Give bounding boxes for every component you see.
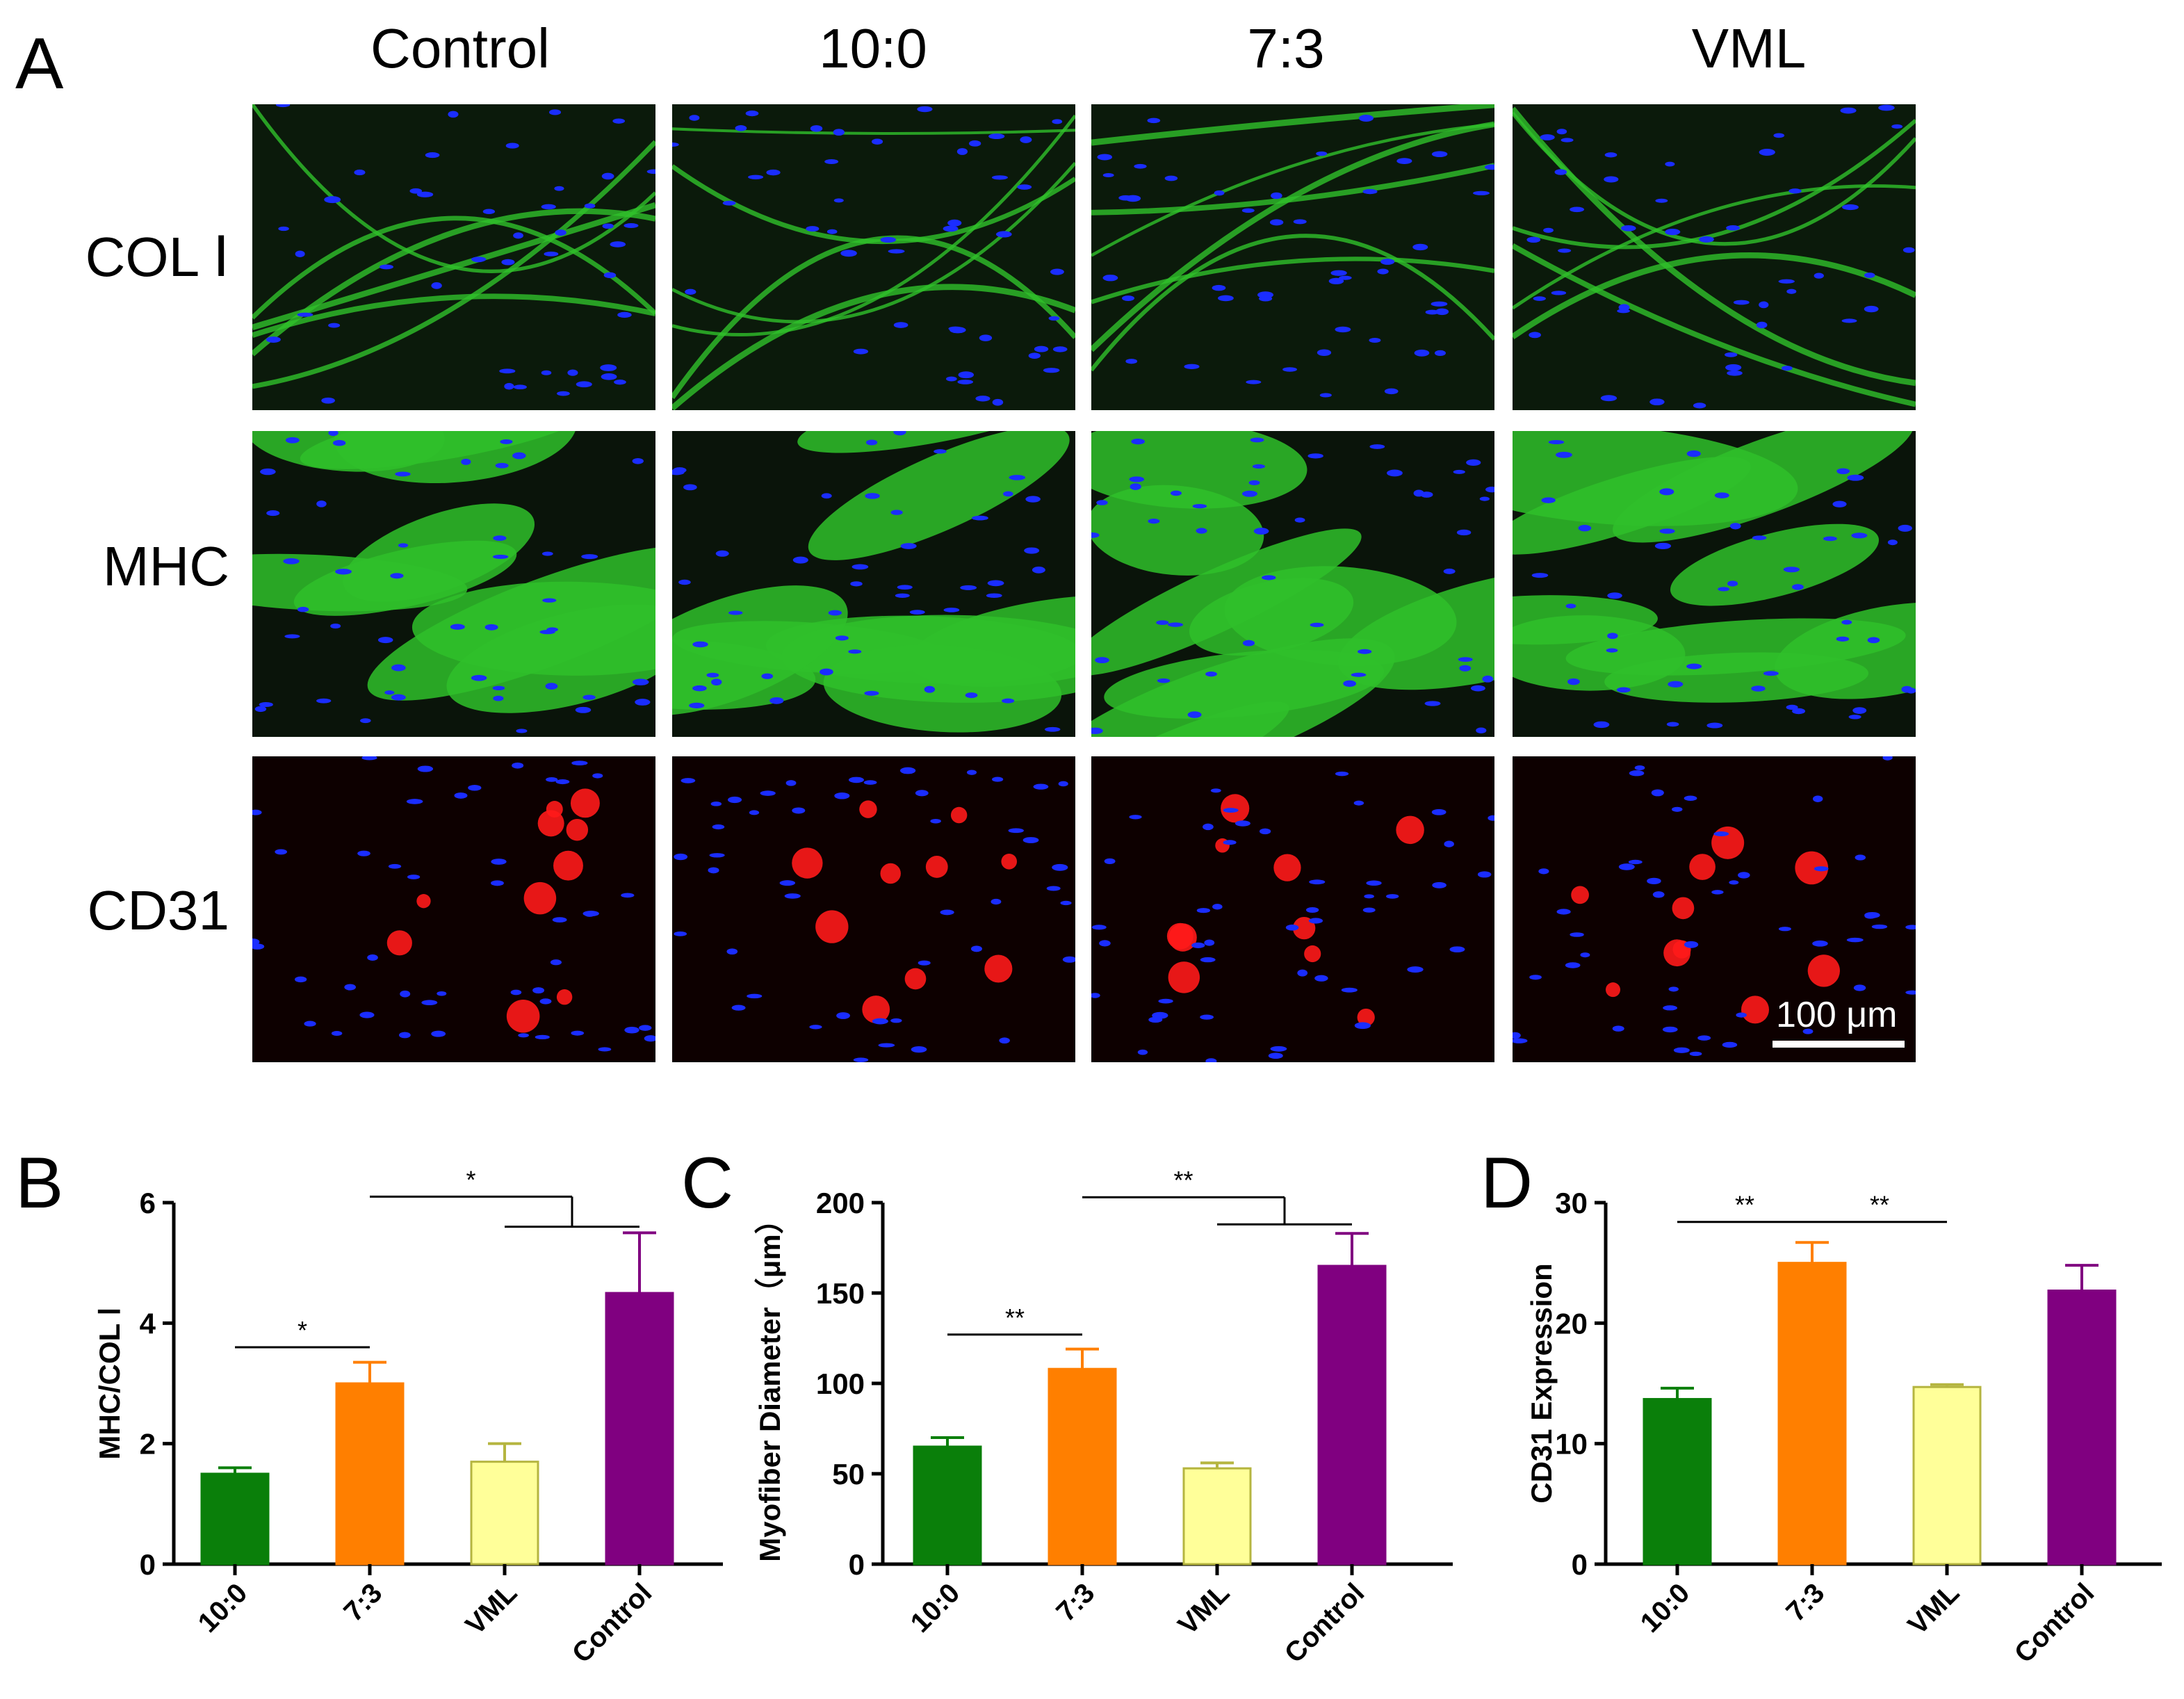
- x-tick-label-10-0: 10:0: [1635, 1577, 1696, 1639]
- y-tick-label: 10: [1555, 1428, 1588, 1461]
- y-axis-label: Myofiber Diameter（μm）: [753, 1205, 786, 1561]
- y-tick-label: 0: [1572, 1548, 1588, 1581]
- y-axis-label: CD31 Expression: [1525, 1263, 1558, 1503]
- x-tick-label-control: Control: [2009, 1577, 2101, 1669]
- micrograph-cd31-control: [252, 756, 655, 1062]
- x-tick-label-7-3: 7:3: [1780, 1577, 1830, 1627]
- y-axis-label: MHC/COL Ⅰ: [93, 1307, 126, 1459]
- micrograph-mhc-10-0: [672, 431, 1075, 737]
- bar-7-3: [1777, 1262, 1847, 1566]
- bar-vml: [470, 1461, 539, 1566]
- panel-letter-a: A: [15, 24, 64, 104]
- row-header-cd31: CD31: [87, 879, 229, 941]
- x-tick-label-control: Control: [567, 1577, 658, 1669]
- column-header-7-3: 7:3: [1247, 17, 1325, 79]
- chart-c-myofiber-diameter: 0 50 100 150 200 Myofiber Diameter（μm） 10:0 7:3…: [753, 1166, 1453, 1669]
- column-header-control: Control: [370, 17, 550, 79]
- bar-control: [605, 1292, 674, 1566]
- significance-label: *: [466, 1165, 475, 1194]
- bar-10-0: [200, 1472, 270, 1566]
- micrograph-col1-vml: [1513, 104, 1916, 410]
- micrograph-col1-7-3: [1091, 104, 1494, 410]
- y-tick-label: 20: [1555, 1307, 1588, 1340]
- bar-vml: [1912, 1385, 1982, 1566]
- row-header-col1: COL Ⅰ: [85, 226, 229, 288]
- y-tick-label: 100: [816, 1367, 865, 1400]
- scale-bar-label: 100 μm: [1776, 995, 1898, 1035]
- row-header-mhc: MHC: [102, 535, 229, 597]
- significance-label: **: [1173, 1166, 1193, 1194]
- bar-control: [1317, 1265, 1387, 1566]
- x-tick-label-7-3: 7:3: [1050, 1577, 1100, 1627]
- significance-label: **: [1005, 1303, 1025, 1332]
- significance-label: **: [1735, 1191, 1754, 1219]
- panel-letter-b: B: [15, 1143, 64, 1224]
- panel-letter-c: C: [681, 1143, 734, 1224]
- scale-bar: [1773, 1041, 1905, 1048]
- column-header-vml: VML: [1691, 17, 1807, 79]
- x-tick-label-10-0: 10:0: [905, 1577, 966, 1639]
- significance-label: *: [298, 1316, 307, 1344]
- micrograph-cd31-vml: [1513, 756, 1916, 1062]
- x-tick-label-10-0: 10:0: [193, 1577, 254, 1639]
- y-tick-label: 0: [140, 1548, 156, 1581]
- chart-b-mhc-col1: 0 2 4 6 MHC/COL Ⅰ 10:0 7:3 VML Control * *: [93, 1165, 723, 1669]
- y-tick-label: 6: [140, 1187, 156, 1219]
- bar-control: [2047, 1290, 2117, 1566]
- bar-7-3: [335, 1382, 405, 1566]
- significance-label: **: [1870, 1191, 1889, 1219]
- bar-10-0: [1643, 1398, 1712, 1566]
- micrograph-cd31-10-0: [672, 756, 1075, 1062]
- micrograph-mhc-control: [252, 431, 655, 737]
- x-tick-label-7-3: 7:3: [338, 1577, 388, 1627]
- bar-vml: [1182, 1467, 1252, 1566]
- y-tick-label: 2: [140, 1428, 156, 1461]
- micrograph-col1-control: [252, 104, 655, 410]
- bar-7-3: [1048, 1367, 1117, 1566]
- y-tick-label: 4: [140, 1307, 156, 1340]
- column-header-10-0: 10:0: [819, 17, 927, 79]
- x-tick-label-vml: VML: [460, 1577, 523, 1641]
- x-tick-label-control: Control: [1279, 1577, 1371, 1669]
- y-tick-label: 150: [816, 1277, 865, 1310]
- y-tick-label: 0: [849, 1548, 865, 1581]
- micrograph-col1-10-0: [672, 104, 1075, 410]
- x-tick-label-vml: VML: [1173, 1577, 1236, 1641]
- micrograph-cd31-7-3: [1091, 756, 1494, 1062]
- micrograph-mhc-vml: [1513, 431, 1916, 737]
- y-tick-label: 50: [832, 1458, 865, 1490]
- panel-letter-d: D: [1481, 1143, 1533, 1224]
- bar-10-0: [913, 1445, 982, 1566]
- micrograph-mhc-7-3: [1091, 431, 1494, 737]
- x-tick-label-vml: VML: [1902, 1577, 1966, 1641]
- chart-d-cd31-expression: 0 10 20 30 CD31 Expression 10:0 7:3 VML Control *…: [1525, 1187, 2162, 1669]
- y-tick-label: 200: [816, 1187, 865, 1219]
- y-tick-label: 30: [1555, 1187, 1588, 1219]
